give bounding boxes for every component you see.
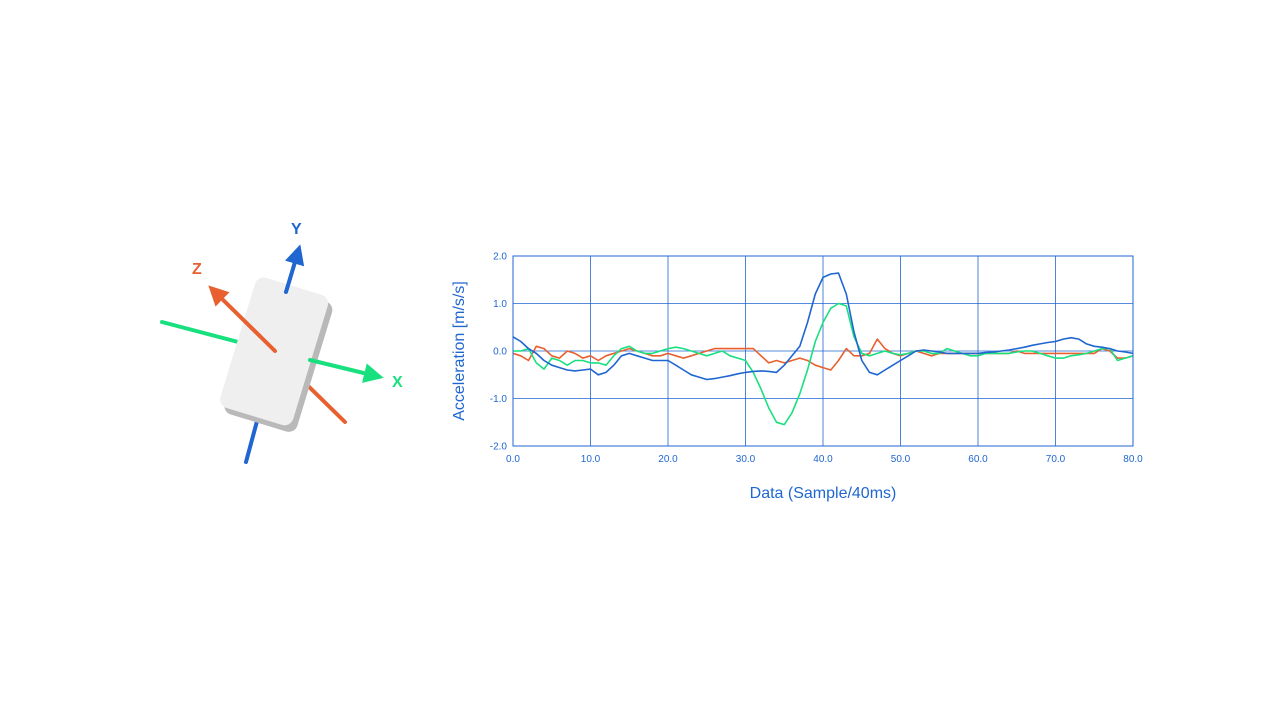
x-tick-label: 30.0 <box>736 454 756 465</box>
x-tick-label: 60.0 <box>968 454 988 465</box>
x-tick-labels: 0.0 10.0 20.0 30.0 40.0 50.0 60.0 70.0 80.0 <box>506 454 1143 465</box>
x-tick-label: 0.0 <box>506 454 520 465</box>
device-body <box>220 277 333 432</box>
y-tick-labels: 2.0 1.0 0.0 -1.0 -2.0 <box>490 252 508 453</box>
acceleration-chart: 0.0 10.0 20.0 30.0 40.0 50.0 60.0 70.0 80.0 2.0 1… <box>451 252 1143 503</box>
grid <box>512 255 1134 447</box>
x-axis-title: Data (Sample/40ms) <box>750 485 897 502</box>
x-tick-label: 50.0 <box>891 454 911 465</box>
y-axis-line-upper <box>284 244 305 294</box>
series-group <box>512 272 1134 426</box>
x-axis-name: X <box>392 374 403 391</box>
x-tick-label: 70.0 <box>1046 454 1066 465</box>
x-tick-label: 80.0 <box>1123 454 1143 465</box>
x-tick-label: 10.0 <box>581 454 601 465</box>
x-axis-line-front <box>308 358 384 383</box>
y-tick-label: 0.0 <box>493 347 507 358</box>
y-tick-label: -2.0 <box>490 442 508 453</box>
y-tick-label: 2.0 <box>493 252 507 263</box>
series-line-1 <box>513 302 1134 426</box>
x-tick-label: 40.0 <box>813 454 833 465</box>
plot-frame <box>512 255 1134 447</box>
y-axis-title: Acceleration [m/s/s] <box>451 281 468 421</box>
y-axis-name: Y <box>291 221 302 238</box>
z-axis-name: Z <box>192 261 202 278</box>
y-tick-label: -1.0 <box>490 394 508 405</box>
series-line-0 <box>512 272 1134 381</box>
z-axis-line-upper <box>208 285 277 353</box>
x-tick-label: 20.0 <box>658 454 678 465</box>
accelerometer-axes-diagram: X Y Z <box>160 221 403 464</box>
y-tick-label: 1.0 <box>493 299 507 310</box>
